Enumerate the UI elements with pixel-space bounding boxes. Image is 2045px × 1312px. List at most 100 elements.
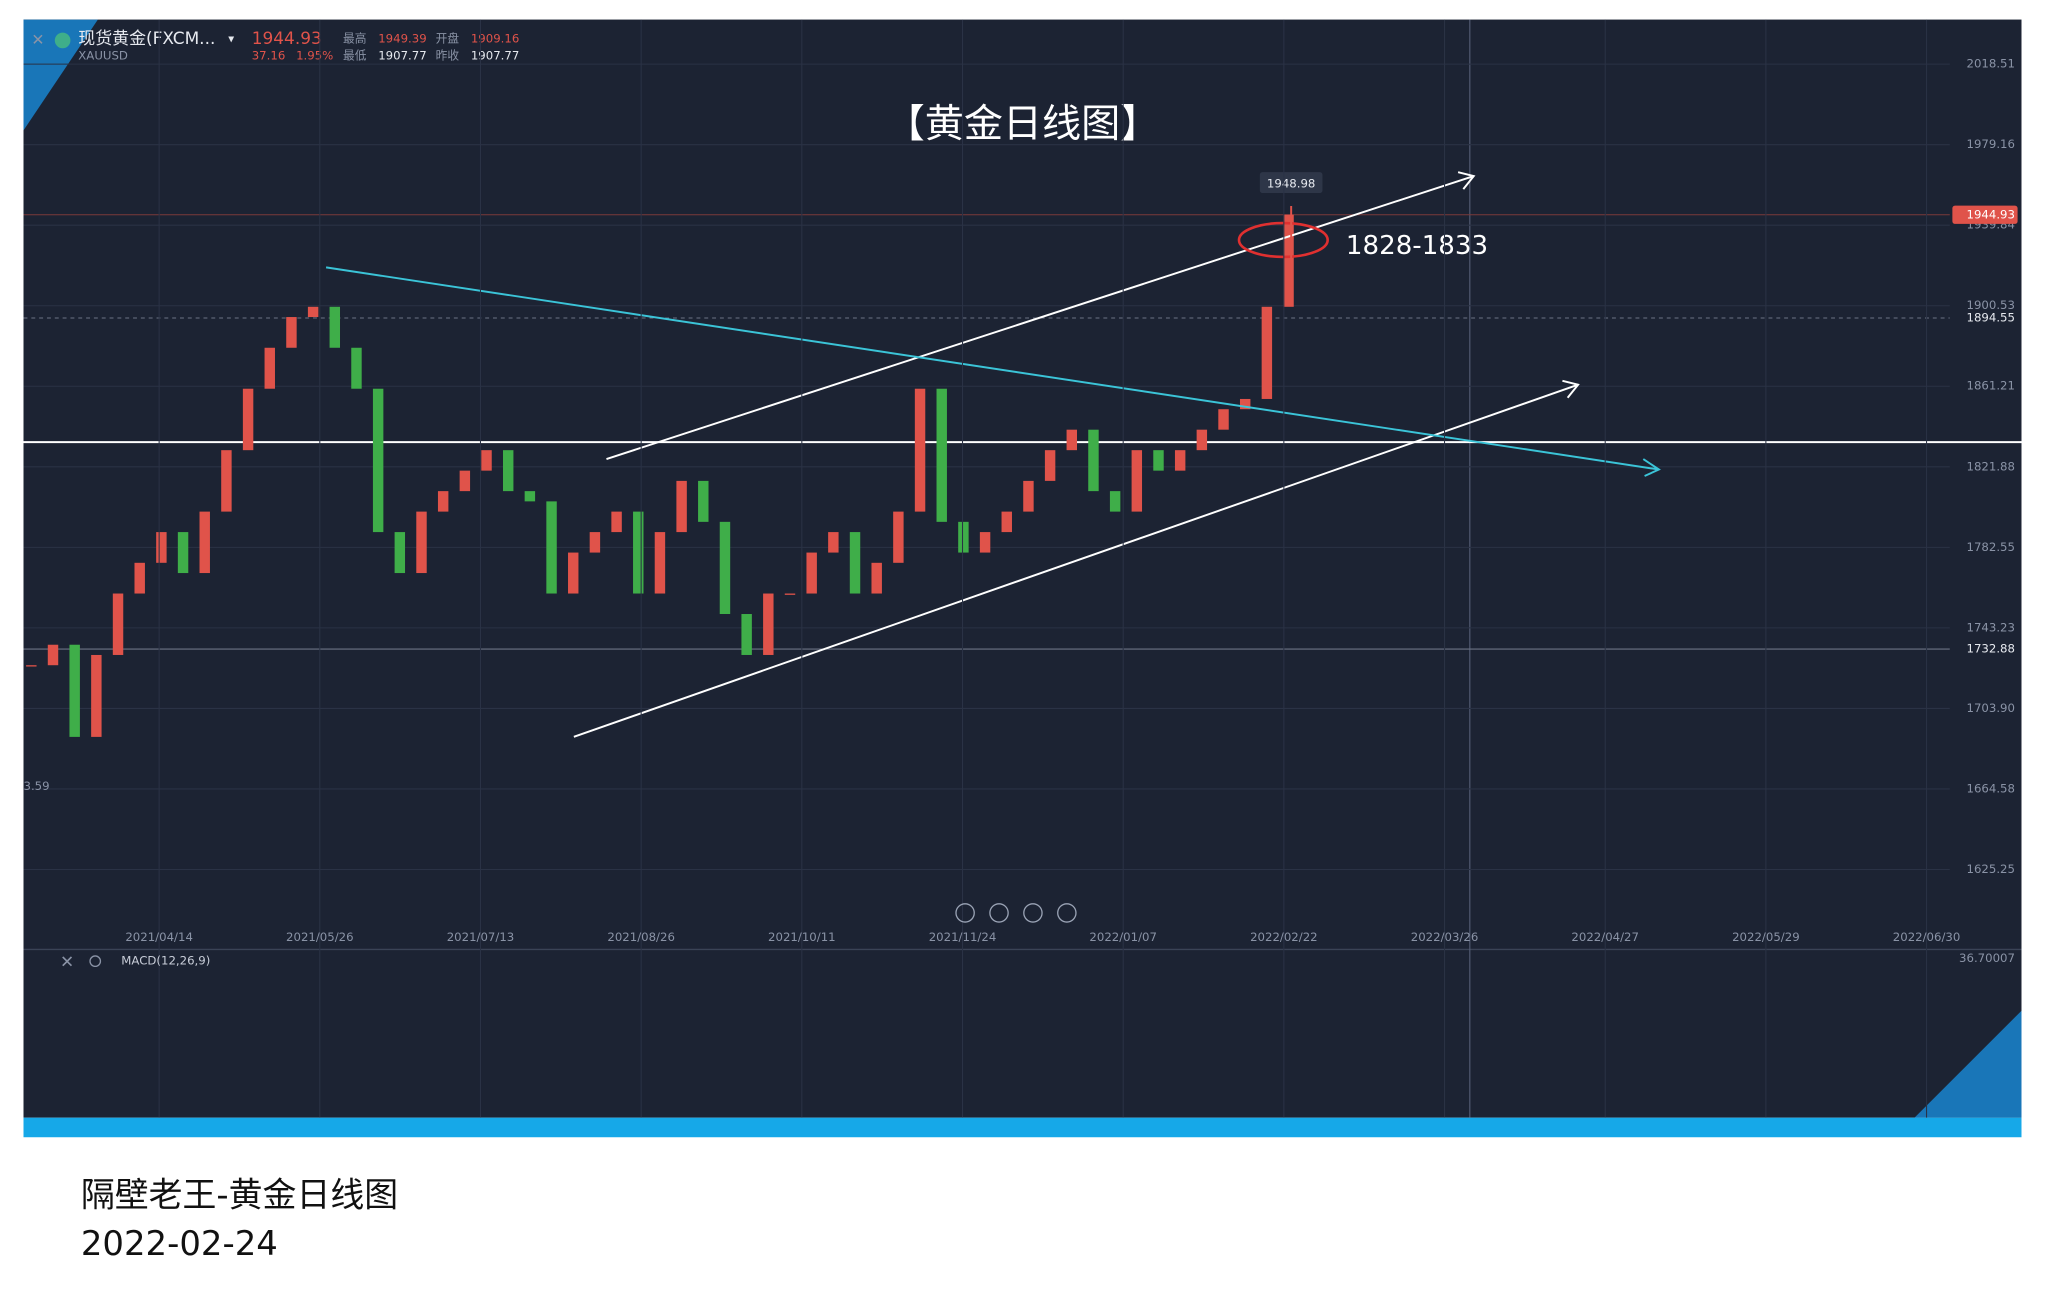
candle [1174,450,1186,471]
bottom-bar [23,1117,2022,1138]
price-tag-label: 1894.55 [1967,310,2015,324]
candle [264,347,275,389]
x-tick-label: 2021/08/26 [607,930,675,944]
candle [936,388,947,522]
candle [351,347,362,389]
candle [849,532,861,594]
candle [958,521,969,553]
candle [871,562,882,594]
high-label-box [1259,172,1323,194]
candle [784,593,796,595]
candle [1066,429,1078,451]
candle [893,511,904,563]
candle [307,306,319,318]
stat-label: 昨收 [436,49,460,63]
y-tick-label: 1782.55 [1967,540,2015,554]
candle [372,388,384,533]
stat-label: 开盘 [436,32,460,46]
candle [459,470,471,492]
macd-max: 36.70007 [1959,951,2015,965]
close-macd[interactable]: ✕ [60,951,74,971]
y-tick-label: 1664.58 [1967,781,2015,795]
zoom-in[interactable] [1057,903,1077,923]
lower-channel [573,379,1580,738]
back[interactable] [989,903,1009,923]
x-tick-label: 2021/07/13 [447,930,515,944]
caption-date: 2022-02-24 [81,1224,278,1263]
y-tick-label: 1625.25 [1967,862,2015,876]
candle [719,521,731,615]
x-tick-label: 2022/02/22 [1250,930,1318,944]
candle [329,306,341,348]
descending-line [325,266,1661,477]
candle [502,450,514,492]
upper-channel [606,171,1476,460]
annotation: 1828-1833 [1346,231,1488,261]
change-pct: 1.95% [296,49,333,63]
y-tick-label: 1979.16 [1967,137,2015,151]
price: 1944.93 [252,28,322,48]
candle [416,511,427,574]
candle [1261,306,1273,399]
chart-title: 【黄金日线图】 [886,102,1160,147]
stat-value: 1907.77 [471,49,519,63]
candle [524,491,536,502]
caption-author: 隔壁老王-黄金日线图 [81,1176,398,1215]
candle [1131,450,1143,512]
candle [47,644,59,666]
y-tick-label: 2018.51 [1967,57,2015,71]
close-icon[interactable]: ✕ [31,30,44,49]
candle [806,552,817,594]
y-tick-label: 1861.21 [1967,379,2015,393]
candle [979,532,991,553]
candle [69,644,80,737]
candle [112,593,124,655]
candle [156,532,167,563]
candle [221,450,232,512]
dropdown[interactable]: ▾ [228,32,234,46]
price-tag-label: 1944.93 [1967,207,2015,221]
candle [589,532,601,553]
x-tick-label: 2022/01/07 [1089,930,1157,944]
candle [568,552,579,594]
x-tick-label: 2021/04/14 [125,930,193,944]
candle [1044,450,1056,481]
candle [763,593,774,655]
x-tick-label: 2021/11/24 [929,930,997,944]
zoom-out[interactable] [955,903,975,923]
candle [437,491,449,512]
candle [741,614,752,655]
candle [654,532,666,594]
candle [1218,409,1229,430]
x-tick-label: 2022/03/26 [1411,930,1479,944]
candle [91,654,102,737]
y-tick-label: 1900.53 [1967,298,2015,312]
candle [1109,491,1121,512]
candle [177,532,189,574]
candle [481,450,492,471]
settings-icon[interactable] [89,955,102,968]
symbol[interactable]: 现货黄金(FXCM... [78,28,215,48]
stat-label: 最高 [343,32,366,46]
x-tick-label: 2021/10/11 [768,930,836,944]
candle [1153,450,1164,471]
zoom-controls [955,903,1077,923]
chart-background [23,19,2022,1118]
candle [1283,214,1294,307]
partial-axis-label: 3.59 [24,779,50,793]
y-tick-label: 1703.90 [1967,701,2015,715]
candle [26,665,37,667]
candle [828,532,839,553]
candle [546,501,557,594]
corner-decoration [23,19,98,131]
candle [676,480,687,533]
trend-lines [325,171,1661,738]
stat-label: 最低 [343,49,367,63]
candle [134,562,145,594]
candle [633,511,644,594]
forward[interactable] [1023,903,1043,923]
stat-value: 1909.16 [471,32,519,46]
price-tag [1952,205,2018,224]
x-tick-label: 2021/05/26 [286,930,354,944]
